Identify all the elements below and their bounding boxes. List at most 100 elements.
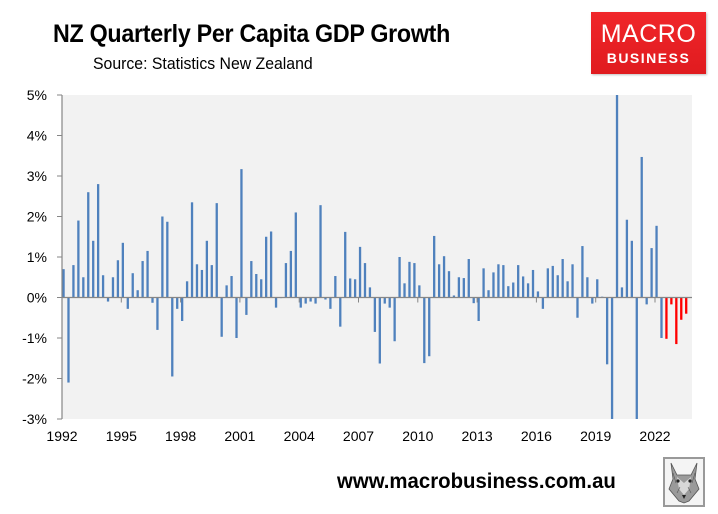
bar	[146, 250, 149, 298]
bar	[324, 297, 327, 300]
bar	[517, 265, 520, 298]
bar	[339, 297, 342, 327]
bar	[437, 264, 441, 298]
bar	[423, 297, 426, 364]
bar	[181, 297, 184, 321]
bar	[245, 297, 248, 315]
bar	[77, 220, 80, 298]
bar	[225, 285, 228, 298]
bar	[111, 277, 115, 298]
bar	[235, 297, 238, 338]
bar	[274, 297, 278, 308]
bar	[255, 274, 258, 298]
bar	[185, 281, 189, 298]
bar	[166, 221, 169, 298]
bar	[625, 219, 629, 298]
x-tick-label: 2004	[284, 428, 315, 444]
bar	[363, 263, 367, 298]
bar	[304, 297, 307, 304]
bar	[655, 225, 658, 298]
bar	[433, 235, 436, 298]
bar	[334, 276, 337, 298]
bar	[220, 297, 223, 337]
wolf-icon	[663, 457, 705, 507]
x-tick-label: 2001	[224, 428, 255, 444]
bar	[541, 297, 545, 309]
bar	[408, 261, 411, 298]
bar	[650, 248, 653, 298]
bar	[630, 240, 633, 298]
bar	[685, 297, 688, 314]
bar	[413, 263, 416, 298]
bar	[72, 265, 75, 298]
bar	[566, 281, 569, 298]
bar	[521, 276, 525, 298]
bar	[403, 283, 406, 298]
y-tick-label: -2%	[22, 371, 47, 387]
bar	[156, 297, 159, 330]
bar	[467, 259, 470, 298]
bar	[675, 297, 678, 345]
bar	[250, 261, 253, 298]
bar	[265, 236, 268, 298]
macrobusiness-logo: MACRO BUSINESS	[591, 12, 706, 74]
bar	[131, 273, 134, 298]
bar	[319, 205, 322, 298]
bar	[393, 297, 396, 342]
bar	[210, 265, 213, 298]
bar	[96, 184, 100, 298]
bar	[383, 297, 386, 304]
bar	[447, 271, 451, 298]
bar	[591, 297, 594, 304]
bar	[230, 276, 233, 298]
logo-line-1: MACRO	[600, 20, 697, 48]
bar	[136, 290, 139, 298]
bar	[190, 202, 194, 298]
bar	[87, 192, 90, 298]
bar	[531, 269, 535, 298]
x-tick-label: 2019	[580, 428, 611, 444]
x-axis-ticks: 1992 1995 1998 2001 2004 2007 2010 2013 2016 2019…	[46, 297, 671, 444]
bar	[497, 264, 500, 298]
bar	[546, 268, 549, 298]
bar	[571, 264, 574, 298]
logo-line-2: BUSINESS	[606, 50, 691, 66]
bar	[477, 297, 480, 321]
bar	[610, 297, 614, 419]
x-tick-label: 1992	[46, 428, 77, 444]
bar	[502, 265, 505, 298]
bar	[472, 297, 475, 304]
y-axis-ticks: 5% 4% 3% 2% 1% 0% -1% -2% -3%	[22, 87, 62, 427]
bar	[388, 297, 391, 308]
bar	[398, 257, 401, 298]
bar	[452, 295, 456, 298]
bar	[368, 287, 372, 298]
x-tick-label: 1995	[106, 428, 137, 444]
bar	[269, 231, 273, 298]
bar	[660, 297, 663, 338]
bar	[507, 286, 510, 298]
bar	[353, 279, 357, 298]
bar	[487, 290, 490, 298]
bar	[526, 283, 530, 298]
bar	[215, 203, 218, 298]
bar	[176, 297, 179, 309]
bar	[329, 297, 332, 309]
bar	[462, 278, 465, 298]
bar	[299, 297, 302, 308]
bar	[314, 297, 317, 304]
bar	[151, 297, 154, 303]
y-tick-label: 3%	[27, 168, 47, 184]
bar	[82, 277, 85, 298]
x-tick-label: 2007	[343, 428, 374, 444]
bar	[289, 250, 293, 298]
website-url: www.macrobusiness.com.au	[337, 470, 616, 493]
bar	[561, 259, 564, 298]
y-tick-label: -1%	[22, 330, 47, 346]
bar	[512, 282, 515, 298]
bar	[141, 261, 144, 298]
bar	[358, 246, 362, 298]
y-tick-label: -3%	[22, 411, 47, 427]
bar	[378, 297, 381, 364]
